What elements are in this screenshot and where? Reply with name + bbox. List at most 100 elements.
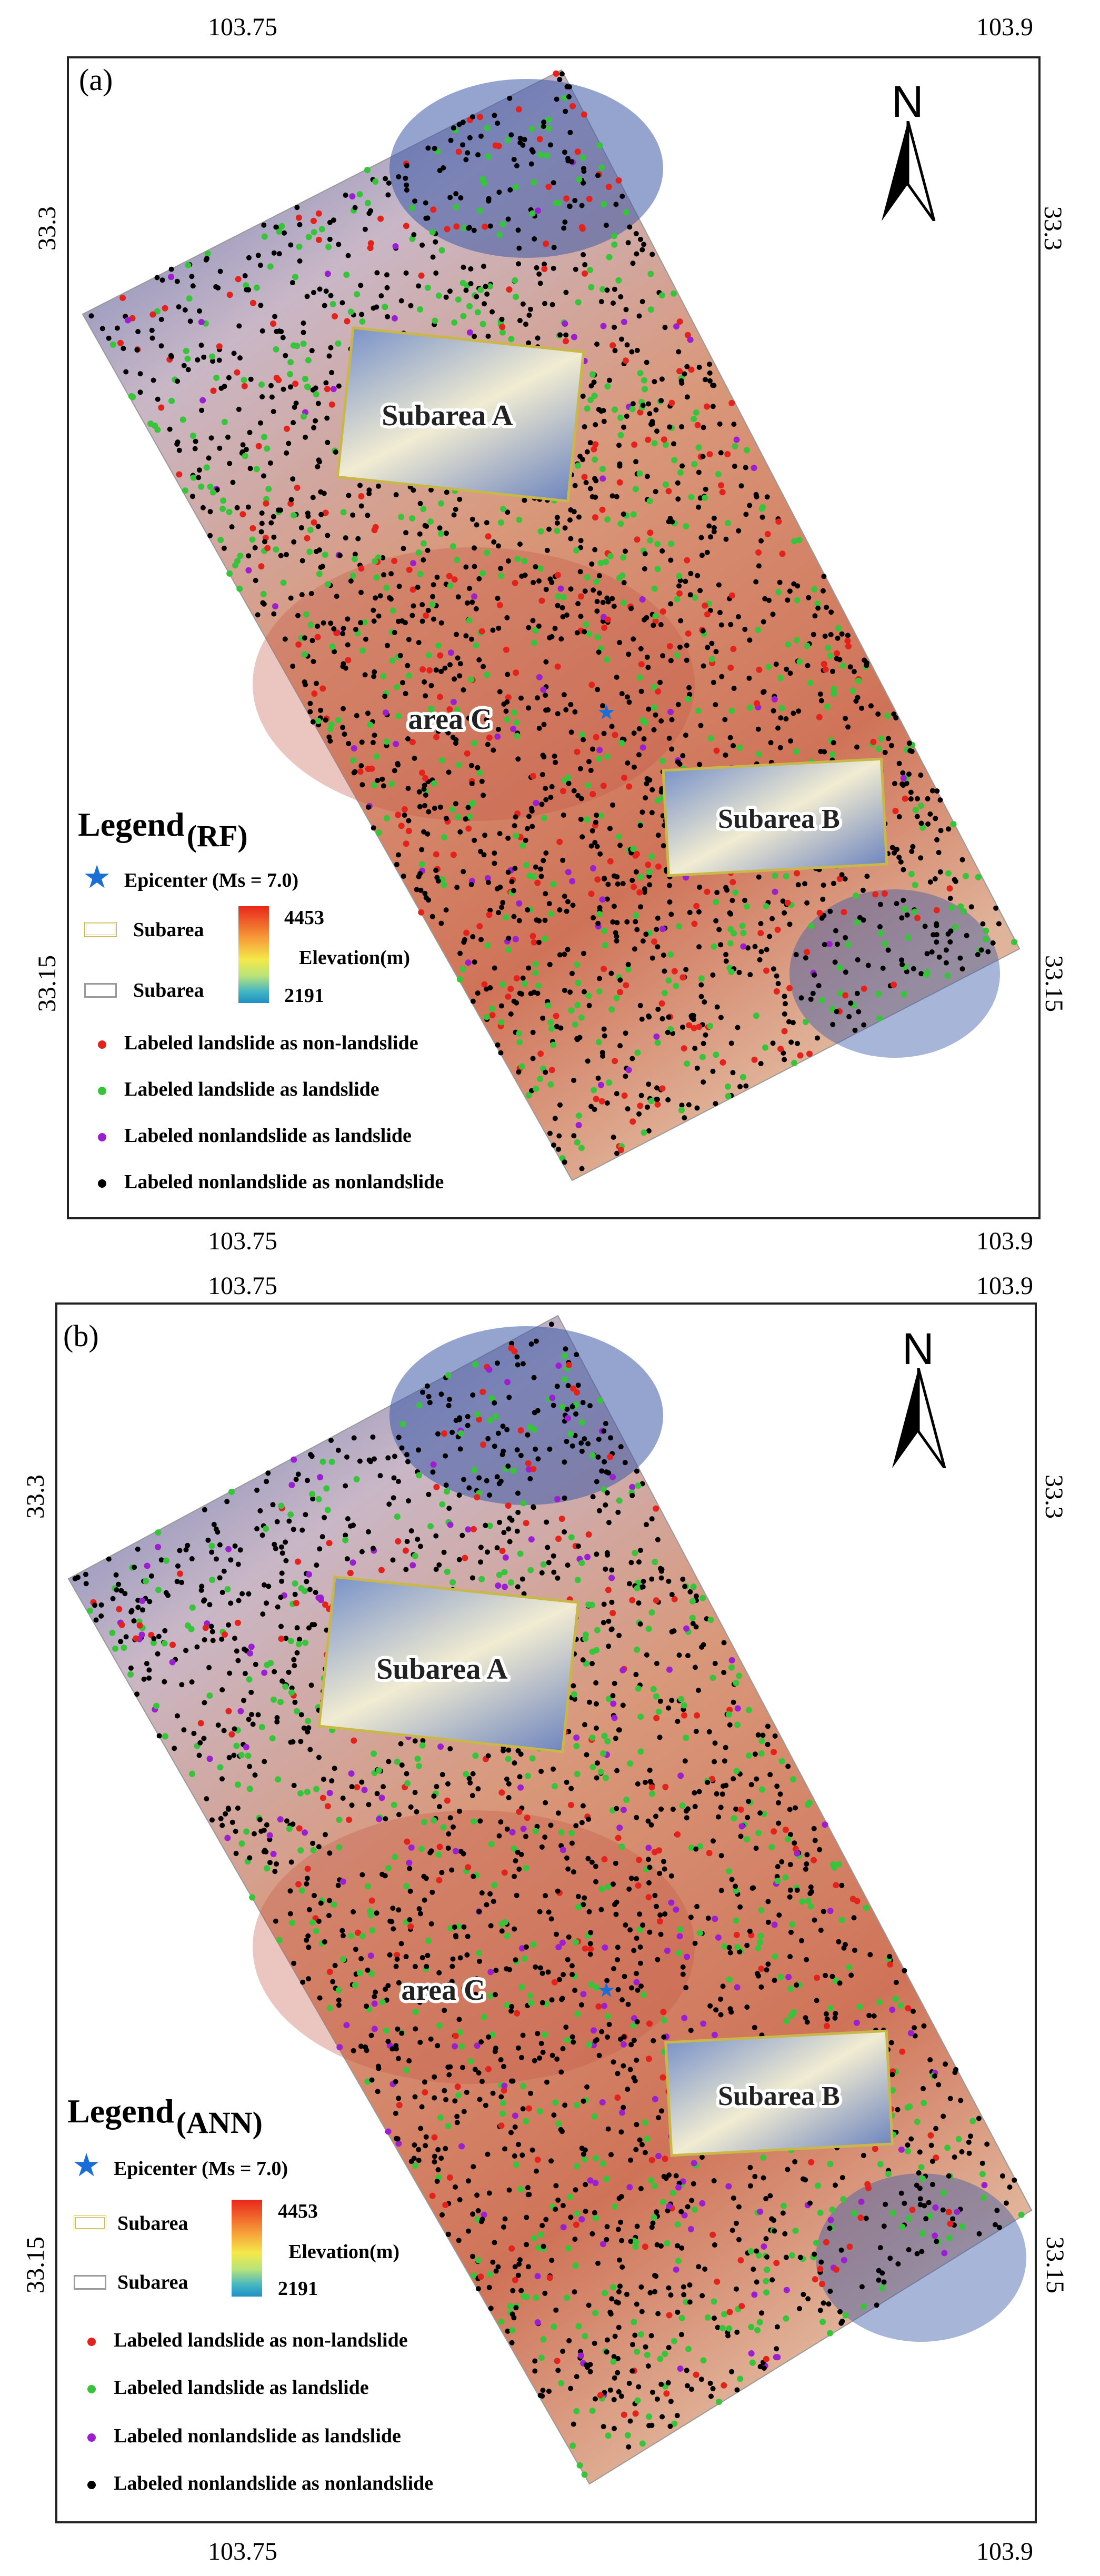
sample-point bbox=[628, 1985, 634, 1991]
sample-point bbox=[366, 211, 372, 216]
sample-point bbox=[701, 425, 706, 430]
sample-point bbox=[760, 2154, 767, 2161]
sample-point bbox=[192, 446, 198, 452]
sample-point bbox=[476, 1950, 483, 1957]
sample-point bbox=[498, 566, 504, 572]
sample-point bbox=[457, 661, 463, 667]
sample-point bbox=[600, 1750, 606, 1757]
sample-point bbox=[446, 1831, 452, 1837]
sample-point bbox=[658, 2108, 664, 2114]
sample-point bbox=[607, 2387, 613, 2393]
sample-point bbox=[661, 2034, 667, 2040]
sample-point bbox=[412, 1790, 418, 1796]
sample-point bbox=[504, 716, 511, 723]
sample-point bbox=[278, 1595, 284, 1600]
sample-point bbox=[209, 353, 216, 360]
sample-point bbox=[295, 1471, 301, 1477]
sample-point bbox=[668, 399, 675, 406]
sample-point bbox=[496, 1833, 502, 1839]
sample-point bbox=[669, 1698, 675, 1703]
sample-point bbox=[371, 2000, 378, 2007]
sample-point bbox=[525, 2264, 531, 2270]
sample-point bbox=[631, 1948, 637, 1953]
sample-point bbox=[444, 1797, 451, 1804]
sample-point bbox=[506, 286, 513, 293]
sample-point bbox=[647, 411, 653, 416]
sample-point bbox=[528, 1536, 535, 1543]
sample-point bbox=[621, 2063, 626, 2069]
sample-point bbox=[355, 1929, 362, 1936]
sample-point bbox=[578, 1014, 585, 1021]
sample-point bbox=[339, 1878, 346, 1885]
sample-point bbox=[682, 1758, 688, 1764]
sample-point bbox=[393, 1963, 399, 1969]
sample-point bbox=[591, 379, 597, 385]
sample-point bbox=[783, 2254, 789, 2260]
sample-point bbox=[469, 599, 475, 605]
sample-point bbox=[634, 1936, 639, 1941]
sample-point bbox=[882, 749, 888, 755]
sample-point bbox=[495, 1582, 502, 1589]
sample-point bbox=[536, 939, 542, 945]
sample-point bbox=[697, 588, 703, 594]
sample-point bbox=[574, 1389, 581, 1396]
sample-point bbox=[437, 530, 444, 537]
sample-point bbox=[563, 332, 569, 338]
sample-point bbox=[319, 1534, 325, 1540]
sample-point bbox=[632, 2332, 638, 2338]
sample-point bbox=[475, 990, 481, 996]
sample-point bbox=[592, 2340, 597, 2346]
sample-point bbox=[734, 2286, 739, 2292]
sample-point bbox=[833, 2266, 839, 2273]
sample-point bbox=[123, 369, 129, 375]
sample-point bbox=[574, 2010, 581, 2017]
sample-point bbox=[436, 2022, 443, 2029]
sample-point bbox=[803, 955, 808, 961]
sample-point bbox=[422, 679, 427, 685]
sample-point bbox=[684, 643, 689, 648]
sample-point bbox=[756, 2319, 763, 2326]
sample-point bbox=[137, 389, 143, 395]
sample-point bbox=[515, 756, 521, 762]
sample-point bbox=[538, 866, 544, 872]
sample-point bbox=[485, 333, 491, 339]
sample-point bbox=[582, 588, 588, 594]
sample-point bbox=[119, 295, 126, 301]
sample-point bbox=[499, 1928, 505, 1934]
sample-point bbox=[462, 1986, 467, 1991]
sample-point bbox=[609, 1610, 616, 1617]
sample-point bbox=[874, 2302, 879, 2308]
sample-point bbox=[513, 2305, 519, 2311]
sample-point bbox=[497, 831, 503, 836]
sample-point bbox=[306, 1976, 312, 1982]
sample-point bbox=[683, 1625, 690, 1632]
sample-point bbox=[396, 1812, 402, 1818]
sample-point bbox=[533, 1086, 539, 1092]
sample-point bbox=[511, 156, 517, 162]
sample-point bbox=[667, 424, 673, 430]
sample-point bbox=[466, 813, 473, 820]
sample-point bbox=[865, 963, 871, 968]
sample-point bbox=[642, 2243, 648, 2250]
sample-point bbox=[417, 804, 423, 809]
sample-point bbox=[510, 726, 517, 733]
sample-point bbox=[519, 842, 526, 849]
sample-point bbox=[564, 908, 569, 914]
sample-point bbox=[635, 1685, 642, 1692]
sample-point bbox=[639, 717, 646, 724]
sample-point bbox=[636, 470, 643, 477]
sample-point bbox=[316, 570, 323, 577]
sample-point bbox=[756, 666, 763, 673]
sample-point bbox=[822, 634, 828, 639]
sample-point bbox=[449, 806, 456, 813]
sample-point bbox=[620, 2041, 627, 2048]
sample-point bbox=[344, 1454, 349, 1460]
sample-point bbox=[239, 511, 246, 518]
sample-point bbox=[582, 1436, 587, 1442]
sample-point bbox=[547, 1130, 553, 1136]
sample-point bbox=[637, 1748, 644, 1755]
sample-point bbox=[772, 1733, 778, 1739]
sample-point bbox=[595, 687, 601, 693]
sample-point bbox=[406, 672, 412, 679]
sample-point bbox=[286, 1518, 292, 1524]
